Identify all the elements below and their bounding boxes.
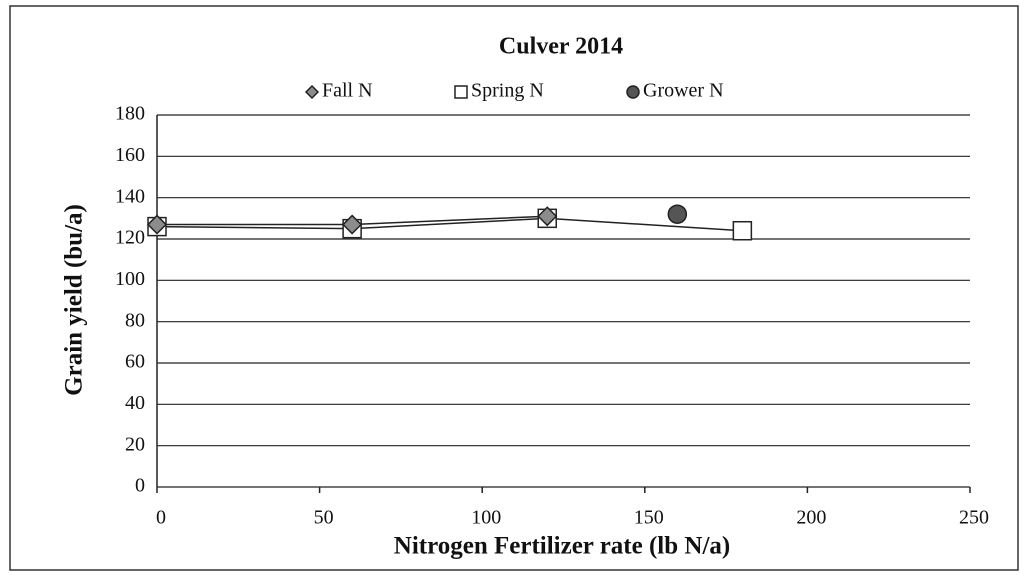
y-tick-label: 120: [115, 227, 145, 249]
data-point: [732, 220, 753, 241]
data-point: [667, 204, 688, 224]
x-tick-label: 150: [634, 507, 664, 529]
y-tick-label: 60: [125, 351, 145, 373]
y-tick-label: 20: [125, 433, 145, 455]
x-tick-label: 250: [959, 507, 989, 529]
y-tick-label: 80: [125, 309, 145, 331]
chart-title: Culver 2014: [499, 34, 623, 60]
data-point: [342, 214, 363, 235]
y-tick-label: 0: [135, 475, 145, 497]
legend-marker: [454, 85, 468, 99]
legend-marker: [626, 85, 640, 99]
legend-marker: [304, 84, 320, 100]
legend-label: Fall N: [322, 80, 373, 102]
legend-label: Grower N: [643, 80, 724, 102]
x-tick-label: 0: [156, 507, 166, 529]
data-point: [146, 214, 168, 235]
y-tick-label: 40: [125, 392, 145, 414]
y-axis-title: Grain yield (bu/a): [61, 204, 88, 396]
data-point: [537, 206, 558, 227]
chart-frame: [9, 5, 1019, 571]
x-tick-label: 50: [314, 507, 334, 529]
series-line: [156, 217, 743, 232]
legend-label: Spring N: [471, 80, 544, 102]
y-tick-label: 100: [115, 268, 145, 290]
y-tick-label: 160: [115, 144, 145, 166]
y-tick-label: 180: [115, 103, 145, 125]
x-tick-label: 100: [471, 507, 501, 529]
x-tick-label: 200: [796, 507, 826, 529]
y-tick-label: 140: [115, 185, 145, 207]
x-axis-title: Nitrogen Fertilizer rate (lb N/a): [394, 533, 730, 560]
